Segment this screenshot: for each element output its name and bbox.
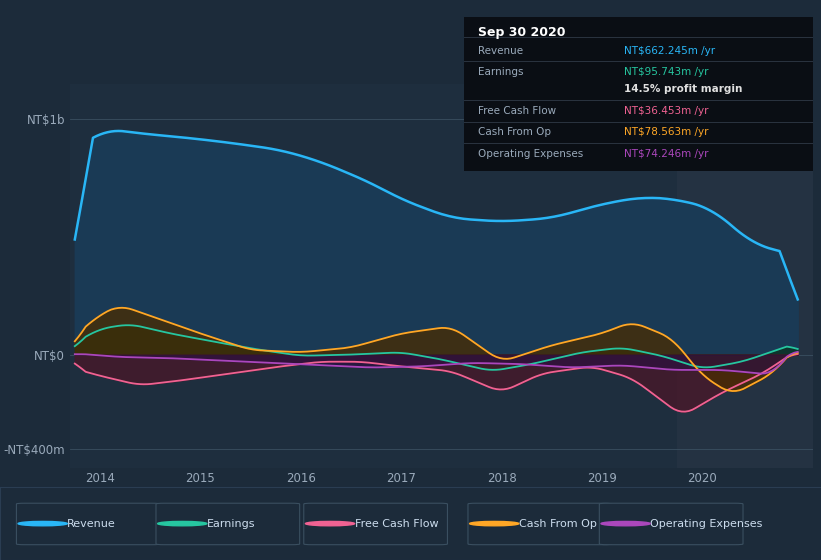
Circle shape bbox=[18, 521, 67, 526]
Text: NT$78.563m /yr: NT$78.563m /yr bbox=[624, 127, 709, 137]
FancyBboxPatch shape bbox=[16, 503, 160, 545]
Circle shape bbox=[470, 521, 519, 526]
Text: Revenue: Revenue bbox=[478, 46, 523, 55]
Text: 14.5% profit margin: 14.5% profit margin bbox=[624, 84, 743, 94]
Circle shape bbox=[158, 521, 207, 526]
Text: Earnings: Earnings bbox=[478, 67, 523, 77]
Text: Operating Expenses: Operating Expenses bbox=[650, 519, 763, 529]
Text: NT$74.246m /yr: NT$74.246m /yr bbox=[624, 149, 709, 159]
Text: Free Cash Flow: Free Cash Flow bbox=[355, 519, 438, 529]
Text: Free Cash Flow: Free Cash Flow bbox=[478, 106, 556, 116]
FancyBboxPatch shape bbox=[599, 503, 743, 545]
Bar bbox=[677, 84, 821, 468]
Text: Cash From Op: Cash From Op bbox=[478, 127, 551, 137]
Circle shape bbox=[601, 521, 650, 526]
Text: Operating Expenses: Operating Expenses bbox=[478, 149, 583, 159]
Text: Earnings: Earnings bbox=[207, 519, 255, 529]
FancyBboxPatch shape bbox=[468, 503, 612, 545]
Text: Revenue: Revenue bbox=[67, 519, 116, 529]
Text: NT$95.743m /yr: NT$95.743m /yr bbox=[624, 67, 709, 77]
Circle shape bbox=[305, 521, 355, 526]
Text: Cash From Op: Cash From Op bbox=[519, 519, 597, 529]
Text: Sep 30 2020: Sep 30 2020 bbox=[478, 26, 566, 39]
FancyBboxPatch shape bbox=[304, 503, 447, 545]
FancyBboxPatch shape bbox=[156, 503, 300, 545]
Text: NT$36.453m /yr: NT$36.453m /yr bbox=[624, 106, 709, 116]
Text: NT$662.245m /yr: NT$662.245m /yr bbox=[624, 46, 715, 55]
